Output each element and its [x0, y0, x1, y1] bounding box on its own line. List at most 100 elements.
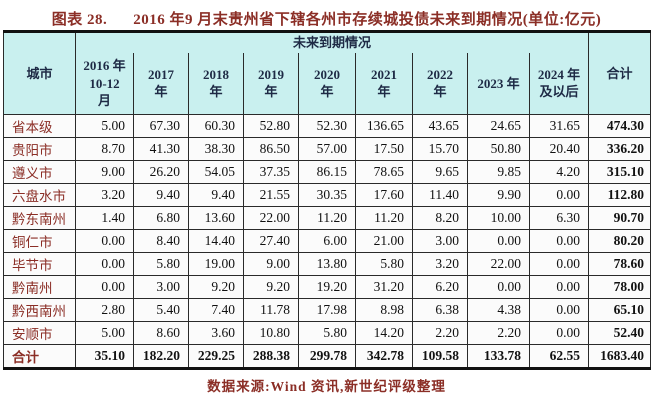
header-row-top: 城市 未来到期情况 合计 [3, 30, 652, 116]
value-cell: 11.40 [412, 183, 468, 208]
value-cell: 52.30 [298, 114, 356, 139]
value-cell: 8.70 [75, 137, 134, 162]
value-cell: 21.55 [243, 183, 299, 208]
table-row: 黔西南州 2.80 5.40 7.40 11.78 17.98 8.98 6.38 4.38 0.… [3, 298, 652, 323]
value-cell: 109.58 [412, 344, 468, 370]
data-source-note: 数据来源:Wind 资讯,新世纪评级整理 [207, 379, 446, 395]
value-cell: 8.40 [133, 229, 189, 254]
value-cell: 54.05 [188, 160, 244, 185]
value-cell: 9.40 [133, 183, 189, 208]
value-cell: 0.00 [528, 252, 590, 277]
value-cell: 299.78 [298, 344, 356, 370]
value-cell: 6.80 [133, 206, 189, 231]
value-cell: 27.40 [243, 229, 299, 254]
value-cell: 14.20 [355, 321, 413, 346]
row-total-cell: 90.70 [588, 206, 652, 231]
value-cell: 229.25 [188, 344, 244, 370]
year-column-header: 2017 年 [133, 52, 189, 116]
span-column-header: 未来到期情况 [74, 30, 590, 53]
value-cell: 41.30 [133, 137, 189, 162]
value-cell: 35.10 [75, 344, 134, 370]
value-cell: 19.00 [188, 252, 244, 277]
value-cell: 9.00 [243, 252, 299, 277]
value-cell: 6.30 [528, 206, 590, 231]
value-cell: 4.38 [467, 298, 530, 323]
value-cell: 9.85 [467, 160, 530, 185]
value-cell: 0.00 [528, 321, 590, 346]
value-cell: 5.80 [133, 252, 189, 277]
table-row: 铜仁市 0.00 8.40 14.40 27.40 6.00 21.00 3.00 0.00 0.… [3, 229, 652, 254]
value-cell: 0.00 [467, 275, 530, 300]
value-cell: 78.65 [355, 160, 413, 185]
year-column-header: 2024 年 及以后 [528, 52, 590, 116]
value-cell: 86.15 [298, 160, 356, 185]
year-column-header: 2022 年 [412, 52, 468, 116]
value-cell: 5.80 [298, 321, 356, 346]
city-cell: 安顺市 [3, 321, 76, 346]
value-cell: 21.00 [355, 229, 413, 254]
value-cell: 182.20 [133, 344, 189, 370]
value-cell: 0.00 [75, 229, 134, 254]
table-row: 六盘水市 3.20 9.40 9.40 21.55 30.35 17.60 11.40 9.90… [3, 183, 652, 208]
value-cell: 288.38 [243, 344, 299, 370]
value-cell: 5.00 [75, 114, 134, 139]
value-cell: 0.00 [528, 298, 590, 323]
value-cell: 62.55 [528, 344, 590, 370]
city-cell: 黔南州 [3, 275, 76, 300]
row-total-cell: 315.10 [588, 160, 652, 185]
value-cell: 9.65 [412, 160, 468, 185]
value-cell: 67.30 [133, 114, 189, 139]
table-row: 省本级 5.00 67.30 60.30 52.80 52.30 136.65 43.65 24… [3, 114, 652, 139]
value-cell: 57.00 [298, 137, 356, 162]
table-row: 黔南州 0.00 3.00 9.20 9.20 19.20 31.20 6.20 0.00 0.0… [3, 275, 652, 300]
value-cell: 20.40 [528, 137, 590, 162]
value-cell: 0.00 [467, 229, 530, 254]
value-cell: 6.00 [298, 229, 356, 254]
value-cell: 24.65 [467, 114, 530, 139]
value-cell: 3.00 [412, 229, 468, 254]
year-column-header: 2021 年 [355, 52, 413, 116]
value-cell: 17.98 [298, 298, 356, 323]
value-cell: 15.70 [412, 137, 468, 162]
table-row: 遵义市 9.00 26.20 54.05 37.35 86.15 78.65 9.65 9.85… [3, 160, 652, 185]
value-cell: 30.35 [298, 183, 356, 208]
city-cell: 黔东南州 [3, 206, 76, 231]
value-cell: 22.00 [467, 252, 530, 277]
value-cell: 5.40 [133, 298, 189, 323]
city-cell: 遵义市 [3, 160, 76, 185]
value-cell: 37.35 [243, 160, 299, 185]
value-cell: 10.80 [243, 321, 299, 346]
figure-number: 图表 28. [51, 12, 108, 28]
row-total-cell: 1683.40 [588, 344, 652, 370]
value-cell: 7.40 [188, 298, 244, 323]
figure-title-text: 2016 年9 月末贵州省下辖各州市存续城投债未来到期情况(单位:亿元) [133, 12, 602, 28]
value-cell: 3.20 [75, 183, 134, 208]
value-cell: 5.80 [355, 252, 413, 277]
row-total-cell: 52.40 [588, 321, 652, 346]
value-cell: 9.20 [243, 275, 299, 300]
table-row: 毕节市 0.00 5.80 19.00 9.00 13.80 5.80 3.20 22.00 0.… [3, 252, 652, 277]
value-cell: 6.20 [412, 275, 468, 300]
value-cell: 5.00 [75, 321, 134, 346]
value-cell: 9.90 [467, 183, 530, 208]
value-cell: 4.20 [528, 160, 590, 185]
city-column-header: 城市 [3, 30, 76, 116]
row-total-cell: 78.60 [588, 252, 652, 277]
year-column-header: 2019 年 [243, 52, 299, 116]
value-cell: 9.20 [188, 275, 244, 300]
city-cell: 省本级 [3, 114, 76, 139]
value-cell: 3.00 [133, 275, 189, 300]
value-cell: 26.20 [133, 160, 189, 185]
value-cell: 14.40 [188, 229, 244, 254]
value-cell: 22.00 [243, 206, 299, 231]
figure-title: 图表 28. 2016 年9 月末贵州省下辖各州市存续城投债未来到期情况(单位:亿… [0, 0, 653, 30]
year-column-header: 2020 年 [298, 52, 356, 116]
value-cell: 2.80 [75, 298, 134, 323]
value-cell: 86.50 [243, 137, 299, 162]
value-cell: 8.20 [412, 206, 468, 231]
value-cell: 52.80 [243, 114, 299, 139]
value-cell: 17.60 [355, 183, 413, 208]
value-cell: 2.20 [412, 321, 468, 346]
